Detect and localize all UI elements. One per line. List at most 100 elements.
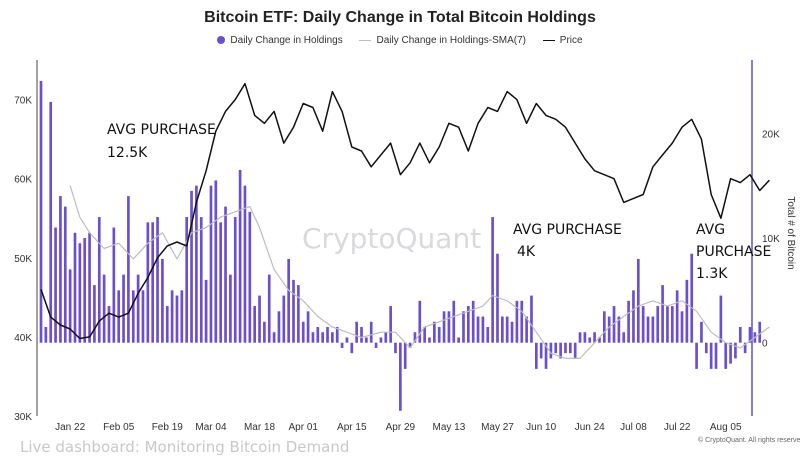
holdings-bar [131, 290, 135, 343]
holdings-bar [734, 342, 737, 359]
holdings-bar [345, 337, 349, 343]
holdings-bar [534, 342, 538, 369]
holdings-bar [170, 290, 174, 343]
holdings-bar [656, 306, 660, 343]
holdings-bar [481, 316, 485, 343]
x-tick-label: Jul 08 [620, 422, 647, 433]
legend-item-price[interactable]: Price [542, 35, 583, 46]
holdings-bar [127, 196, 130, 343]
holdings-bar [107, 306, 111, 343]
holdings-bar [326, 327, 329, 343]
holdings-bar [666, 306, 669, 343]
holdings-bar [214, 180, 218, 343]
legend-label-holdings: Daily Change in Holdings [230, 35, 343, 46]
legend-item-holdings[interactable]: Daily Change in Holdings [217, 35, 343, 46]
holdings-bar [617, 316, 621, 343]
holdings-bar [180, 290, 184, 343]
holdings-bar [525, 316, 528, 343]
holdings-bar [282, 295, 286, 343]
holdings-bar [457, 337, 460, 343]
holdings-bar [355, 321, 358, 343]
holdings-bar [714, 342, 718, 369]
y-left-tick-label: 30K [14, 412, 32, 423]
holdings-bar [418, 300, 422, 343]
annotation-text: 4K [517, 244, 536, 260]
y-right-axis-label: Total # of Bitcoin [785, 196, 796, 269]
x-tick-label: Feb 05 [103, 422, 135, 433]
holdings-bar [243, 185, 247, 343]
holdings-bar [93, 285, 96, 343]
holdings-bar [452, 300, 456, 343]
holdings-bar [685, 279, 689, 343]
x-tick-label: May 27 [481, 422, 514, 433]
holdings-bar [651, 316, 655, 343]
x-tick-label: Jun 10 [526, 422, 556, 433]
holdings-bar [743, 342, 747, 354]
holdings-bar [602, 311, 606, 343]
holdings-bar [340, 342, 344, 348]
holdings-bar [719, 295, 723, 343]
holdings-bar [204, 279, 208, 343]
holdings-bar [496, 253, 499, 343]
holdings-bar [199, 217, 203, 343]
watermark: CryptoQuant [302, 222, 481, 255]
holdings-bar [559, 342, 562, 359]
holdings-bar [301, 321, 305, 343]
holdings-bar [544, 342, 548, 369]
holdings-bar [471, 300, 475, 343]
holdings-bar [311, 332, 315, 343]
holdings-bar [258, 295, 261, 343]
sma-line [69, 185, 770, 359]
holdings-bar [306, 311, 310, 343]
x-tick-label: Jun 24 [575, 422, 605, 433]
holdings-bar [185, 217, 189, 343]
x-tick-label: May 13 [433, 422, 466, 433]
holdings-bar [447, 311, 451, 343]
holdings-bar [292, 279, 295, 343]
holdings-bar [389, 306, 392, 343]
holdings-bar [661, 285, 664, 343]
holdings-bar [238, 169, 242, 343]
holdings-bar [632, 290, 635, 343]
holdings-bar [277, 311, 281, 343]
holdings-bar [151, 222, 155, 343]
holdings-bar [248, 211, 252, 343]
holdings-bar [331, 332, 334, 343]
holdings-bar [73, 232, 77, 343]
holdings-bar [695, 342, 698, 369]
holdings-bar [287, 258, 290, 343]
holdings-bar [700, 321, 703, 343]
holdings-bar [68, 269, 72, 343]
holdings-bar [641, 306, 645, 343]
annotation-text: 12.5K [107, 145, 148, 161]
holdings-bar [675, 290, 679, 343]
chart-title: Bitcoin ETF: Daily Change in Total Bitco… [204, 9, 596, 26]
holdings-bar [321, 332, 324, 343]
holdings-bar [63, 206, 67, 343]
holdings-bar [209, 185, 213, 343]
holdings-bar [462, 311, 465, 343]
holdings-bar [729, 342, 732, 364]
holdings-bar [335, 327, 339, 343]
x-tick-label: Apr 15 [337, 422, 367, 433]
holdings-bar [44, 327, 48, 343]
holdings-bar [554, 342, 558, 354]
holdings-bar [49, 101, 53, 343]
holdings-bar [515, 300, 519, 343]
legend-label-price: Price [559, 35, 583, 46]
holdings-bar [360, 327, 363, 343]
holdings-bar [593, 332, 596, 343]
holdings-bar [437, 327, 441, 343]
holdings-bar [539, 342, 543, 359]
x-tick-label: Mar 04 [195, 422, 227, 433]
legend-item-sma[interactable]: Daily Change in Holdings-SMA(7) [359, 35, 526, 46]
holdings-bar [568, 342, 572, 354]
x-tick-label: Aug 05 [710, 422, 742, 433]
holdings-bar [476, 316, 480, 343]
holdings-bar [530, 295, 533, 343]
holdings-bar [399, 342, 402, 411]
holdings-bar [156, 217, 159, 343]
holdings-bar [146, 222, 150, 343]
holdings-bar [520, 300, 524, 343]
